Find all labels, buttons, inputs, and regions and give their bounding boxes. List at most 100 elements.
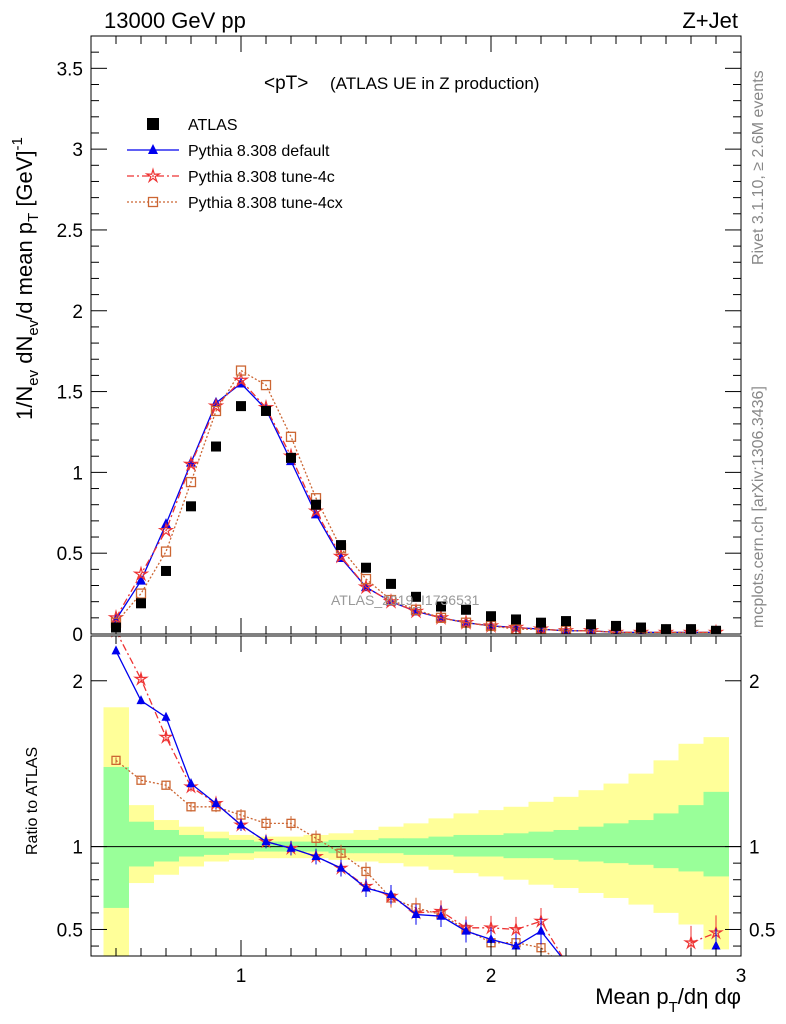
data-point xyxy=(285,431,297,442)
ratio-line xyxy=(117,636,563,956)
ratio-point xyxy=(183,778,199,794)
data-point xyxy=(211,441,221,452)
ratio-point xyxy=(361,882,371,892)
rivet-label: Rivet 3.1.10, ≥ 2.6M events xyxy=(750,70,767,265)
ratio-point xyxy=(461,925,471,935)
green-band-bin xyxy=(653,813,679,869)
tick-label: 2 xyxy=(72,672,83,693)
data-point xyxy=(361,562,371,573)
plot-title-sub: (ATLAS UE in Z production) xyxy=(330,74,539,93)
ratio-point xyxy=(562,964,570,972)
tick-label: 2 xyxy=(486,966,497,987)
ratio-point xyxy=(136,695,146,705)
data-point xyxy=(360,573,372,585)
ratio-point xyxy=(261,836,271,846)
tick-label: 1.5 xyxy=(57,383,83,404)
green-band-bin xyxy=(428,836,454,855)
ratio-point xyxy=(261,818,271,829)
data-point xyxy=(235,365,247,376)
data-point xyxy=(160,546,172,557)
ratio-point xyxy=(336,848,346,858)
data-point xyxy=(135,588,147,599)
tick-label: 3 xyxy=(72,140,83,161)
data-point xyxy=(185,476,197,488)
ratio-point xyxy=(486,933,496,943)
tick-label: 2 xyxy=(72,302,83,323)
green-band-bin xyxy=(153,829,179,862)
ratio-point xyxy=(236,819,246,829)
legend-marker xyxy=(147,118,159,130)
tick-label: 1 xyxy=(236,966,247,987)
ratio-point xyxy=(683,934,699,950)
green-band-bin xyxy=(453,834,479,857)
tick-label: 2.5 xyxy=(57,221,83,242)
ratio-point xyxy=(436,910,446,920)
tick-label: 3.5 xyxy=(57,59,83,80)
tick-label: 2 xyxy=(749,672,760,693)
data-point xyxy=(410,604,422,615)
data-point xyxy=(132,565,150,582)
ratio-point xyxy=(386,889,396,899)
x-axis-label-text: Mean pT/dη dφ xyxy=(595,984,741,1016)
legend-marker xyxy=(148,144,158,154)
data-point xyxy=(161,565,171,576)
legend-entry: Pythia 8.308 tune-4cx xyxy=(127,195,343,212)
data-point xyxy=(586,619,596,630)
legend-label: Pythia 8.308 tune-4cx xyxy=(188,195,343,212)
ratio-point xyxy=(286,842,296,852)
data-point xyxy=(385,594,397,606)
tick-label: 1 xyxy=(749,838,760,859)
legend-entry: ATLAS xyxy=(147,117,238,134)
green-band-bin xyxy=(553,829,579,860)
mcplots-label: mcplots.cern.ch [arXiv:1306.3436] xyxy=(750,386,767,628)
legend-entry: Pythia 8.308 default xyxy=(127,143,330,160)
data-point xyxy=(210,405,222,417)
data-point xyxy=(136,598,146,609)
legend: ATLAS Pythia 8.308 default Pythia 8.308 tu… xyxy=(127,117,343,212)
green-band-bin xyxy=(103,766,129,908)
ratio-point xyxy=(211,797,221,807)
data-point xyxy=(336,540,346,551)
green-band-bin xyxy=(378,838,404,854)
data-point xyxy=(386,578,396,589)
data-point xyxy=(182,455,200,472)
data-point xyxy=(286,452,296,463)
tick-label: 0 xyxy=(72,625,83,646)
watermark: ATLAS_2019_I1736531 xyxy=(331,592,480,608)
data-point xyxy=(536,617,546,628)
legend-label: Pythia 8.308 default xyxy=(188,143,330,160)
data-point xyxy=(411,591,421,602)
green-band-bin xyxy=(128,821,154,867)
ratio-y-axis-label: Ratio to ATLAS xyxy=(24,747,41,855)
ratio-point xyxy=(311,833,321,843)
ratio-point xyxy=(511,940,521,950)
data-point xyxy=(107,609,125,625)
data-point xyxy=(357,578,375,595)
ratio-point xyxy=(161,711,171,721)
ratio-point xyxy=(508,921,524,937)
ratio-point xyxy=(562,957,571,966)
green-band-bin xyxy=(478,834,504,857)
data-point xyxy=(436,601,446,612)
green-band-bin xyxy=(178,834,204,857)
green-band-bin xyxy=(578,826,604,862)
data-point xyxy=(311,499,321,510)
data-point xyxy=(157,521,175,538)
legend-entry: Pythia 8.308 tune-4c xyxy=(127,167,335,186)
data-point xyxy=(511,614,521,625)
ratio-point xyxy=(136,775,146,785)
ratio-point xyxy=(311,851,321,861)
data-point xyxy=(561,616,571,627)
green-band-bin xyxy=(528,831,554,859)
green-band-bin xyxy=(503,833,529,859)
data-point xyxy=(236,401,246,412)
legend-label: ATLAS xyxy=(188,117,238,134)
y-axis-label-text: 1/Nev dNev/d mean pT [GeV]-1 xyxy=(9,137,42,420)
ratio-line xyxy=(115,650,562,956)
ratio-series-pythia-8-308-default xyxy=(111,645,721,966)
ratio-point xyxy=(711,940,721,950)
green-band-bin xyxy=(603,823,629,864)
ratio-point xyxy=(186,778,196,788)
data-point xyxy=(136,574,146,585)
